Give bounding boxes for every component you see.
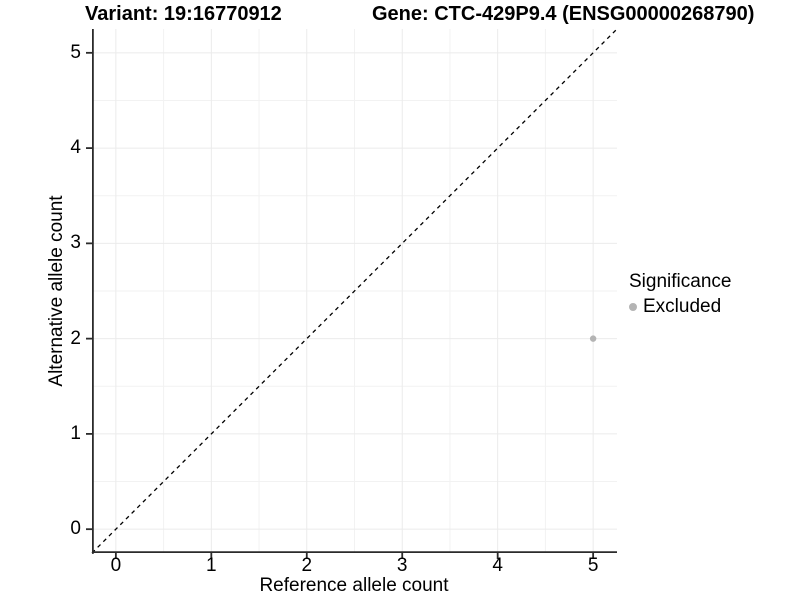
y-tick-label: 1 — [70, 422, 81, 444]
plot-panel — [86, 28, 618, 559]
y-axis-title: Alternative allele count — [46, 195, 67, 387]
y-tick-label: 4 — [70, 137, 81, 159]
plot-canvas — [86, 28, 618, 559]
plot-title-variant: Variant: 19:16770912 — [85, 3, 282, 25]
legend: Significance Excluded — [629, 271, 731, 317]
data-point — [589, 335, 597, 342]
y-tick-label: 3 — [70, 232, 81, 254]
y-tick-label: 2 — [70, 327, 81, 349]
y-tick-label: 0 — [70, 518, 81, 540]
y-tick-label: 5 — [70, 41, 81, 63]
y-axis-tick-labels: 0 1 2 3 4 5 — [0, 0, 81, 600]
x-axis-title: Reference allele count — [259, 575, 449, 596]
legend-item-excluded: Excluded — [629, 296, 731, 317]
legend-title: Significance — [629, 271, 732, 292]
identity-line — [91, 28, 618, 554]
excluded-point-marker-icon — [629, 302, 637, 311]
legend-item-label: Excluded — [643, 296, 722, 317]
plot-title-gene: Gene: CTC-429P9.4 (ENSG00000268790) — [372, 3, 755, 25]
